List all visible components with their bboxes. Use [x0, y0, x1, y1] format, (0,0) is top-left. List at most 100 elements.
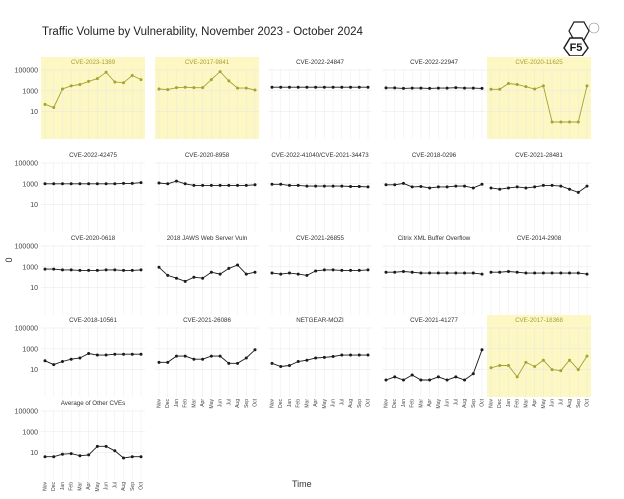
data-point: [218, 272, 222, 276]
data-point: [384, 86, 388, 90]
data-point: [576, 271, 580, 275]
panel-title: Citrix XML Buffer Overflow: [398, 235, 471, 242]
data-point: [183, 279, 187, 283]
data-point: [393, 270, 397, 274]
data-point: [533, 87, 537, 91]
panel-title: CVE-2021-26086: [183, 317, 231, 324]
data-point: [201, 357, 205, 361]
data-point: [480, 272, 484, 276]
panel-title: CVE-2022-22947: [410, 59, 458, 66]
data-point: [568, 358, 572, 362]
data-point: [322, 268, 326, 272]
data-point: [331, 355, 335, 359]
x-tick-label: Jun: [104, 482, 110, 490]
x-tick-label: Dec: [278, 399, 284, 408]
panel-title: NETGEAR-MOZI: [296, 317, 344, 324]
data-point: [340, 85, 344, 89]
x-tick-label: Oct: [253, 398, 259, 406]
data-point: [157, 360, 161, 364]
data-point: [541, 358, 545, 362]
y-tick-label: 10: [30, 285, 38, 292]
data-point: [559, 184, 563, 188]
f5-logo: F5: [563, 21, 600, 56]
data-point: [253, 348, 257, 352]
x-tick-label: Mar: [191, 399, 197, 408]
data-point: [244, 356, 248, 360]
data-point: [384, 378, 388, 382]
data-point: [489, 87, 493, 91]
data-point: [515, 185, 519, 189]
data-point: [201, 86, 205, 90]
data-point: [43, 182, 47, 186]
data-point: [393, 183, 397, 187]
panel-bg: [487, 57, 591, 139]
series-line: [158, 264, 256, 282]
data-point: [253, 88, 257, 92]
x-tick-label: Apr: [200, 399, 206, 407]
data-point: [524, 271, 528, 275]
data-point: [445, 271, 449, 275]
data-point: [253, 270, 257, 274]
data-point: [349, 268, 353, 272]
data-point: [69, 182, 73, 186]
data-point: [436, 271, 440, 275]
data-point: [349, 353, 353, 357]
x-tick-label: Aug: [235, 399, 241, 408]
data-point: [209, 183, 213, 187]
data-point: [227, 183, 231, 187]
data-point: [515, 375, 519, 379]
y-tick-label: 10: [30, 202, 38, 209]
data-point: [227, 361, 231, 365]
data-point: [157, 87, 161, 91]
data-point: [296, 272, 300, 276]
data-point: [104, 444, 108, 448]
x-tick-label: Nov: [384, 399, 390, 408]
data-point: [218, 70, 222, 74]
data-point: [78, 268, 82, 272]
panel-title: CVE-2018-10561: [69, 317, 117, 324]
panel-bg: [41, 150, 145, 232]
x-tick-label: Mar: [418, 399, 424, 408]
data-point: [95, 182, 99, 186]
x-tick-label: Jun: [445, 399, 451, 407]
x-tick-label: Jan: [60, 482, 66, 490]
data-point: [113, 449, 117, 453]
x-tick-label: May: [541, 399, 547, 409]
data-point: [296, 183, 300, 187]
data-point: [209, 270, 213, 274]
data-point: [236, 361, 240, 365]
data-point: [69, 357, 73, 361]
data-point: [585, 84, 589, 88]
data-point: [322, 85, 326, 89]
x-tick-label: Nov: [157, 399, 163, 408]
data-point: [87, 453, 91, 457]
panel-bg: [268, 57, 372, 139]
data-point: [244, 86, 248, 90]
x-tick-label: Apr: [86, 482, 92, 490]
data-point: [550, 368, 554, 372]
panel-bg: [268, 315, 372, 397]
data-point: [139, 455, 143, 459]
data-point: [296, 85, 300, 89]
data-point: [366, 353, 370, 357]
data-point: [550, 183, 554, 187]
x-tick-label: May: [209, 399, 215, 409]
data-point: [95, 268, 99, 272]
data-point: [166, 88, 170, 92]
x-axis-label: Time: [292, 479, 312, 489]
data-point: [174, 179, 178, 183]
panel-title: CVE-2020-8958: [185, 152, 230, 159]
y-tick-label: 10: [30, 367, 38, 374]
data-point: [428, 86, 432, 90]
data-point: [130, 181, 134, 185]
data-point: [322, 184, 326, 188]
data-point: [209, 354, 213, 358]
panel-bg: [155, 233, 259, 315]
x-tick-label: Jul: [339, 399, 345, 405]
x-tick-label: May: [436, 399, 442, 409]
data-point: [357, 185, 361, 189]
data-point: [410, 86, 414, 90]
x-tick-label: Jul: [558, 399, 564, 405]
x-tick-label: Jan: [287, 399, 293, 407]
chart-title: Traffic Volume by Vulnerability, Novembe…: [42, 26, 363, 38]
